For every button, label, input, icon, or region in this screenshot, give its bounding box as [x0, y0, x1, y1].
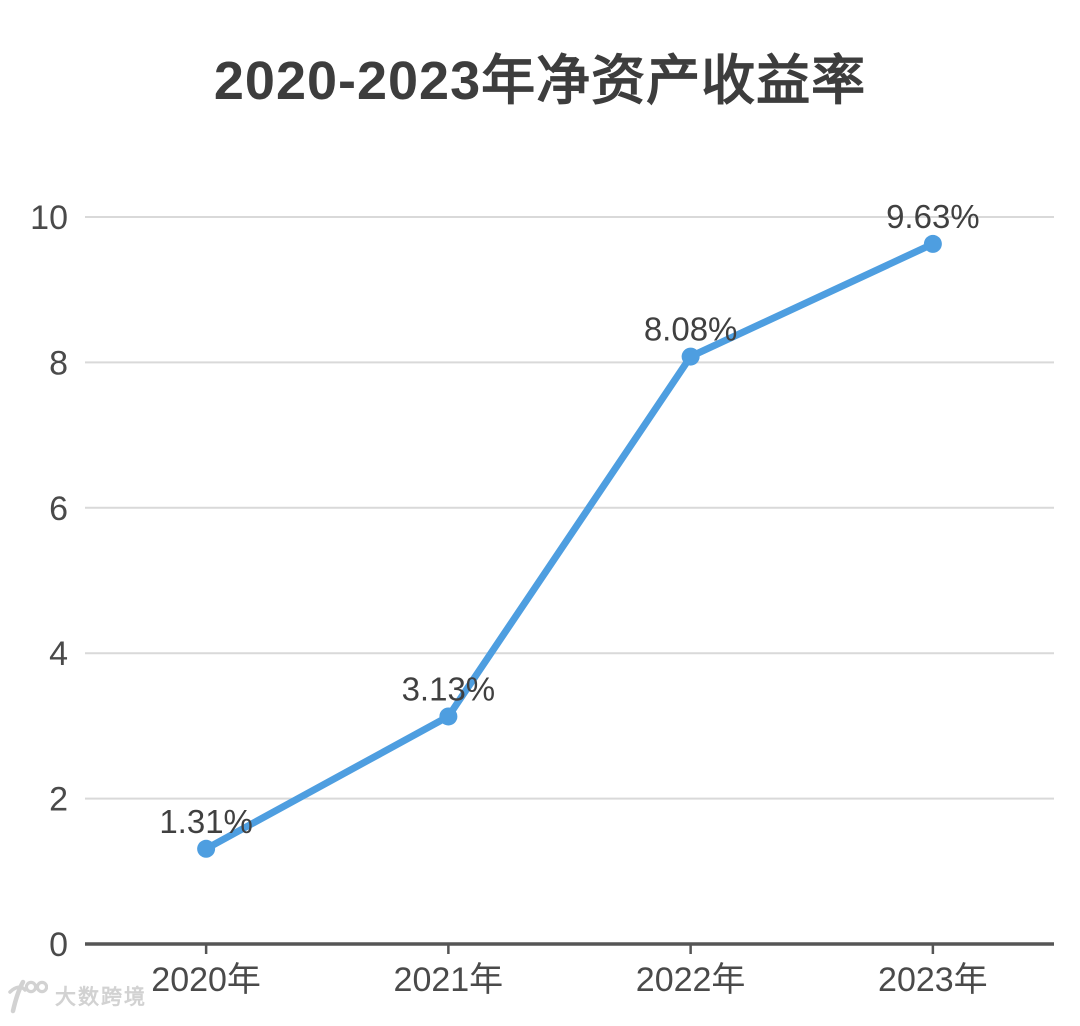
x-tick-label: 2020年 [151, 961, 261, 999]
y-tick-label: 0 [49, 926, 68, 964]
data-point-label: 9.63% [886, 198, 980, 235]
data-point-marker [923, 234, 942, 253]
y-tick-label: 6 [49, 490, 68, 528]
data-point-label: 8.08% [644, 311, 738, 348]
data-point-marker [681, 347, 700, 366]
chart-title: 2020-2023年净资产收益率 [213, 51, 867, 111]
data-point-marker [439, 707, 458, 726]
series-line [202, 240, 937, 853]
x-tick-label: 2022年 [636, 961, 746, 999]
data-point-marker [197, 839, 216, 858]
y-tick-label: 4 [49, 635, 68, 673]
data-point-label: 3.13% [402, 670, 496, 707]
y-tick-label: 8 [49, 344, 68, 382]
x-tick-label: 2021年 [394, 961, 504, 999]
x-tick-label: 2023年 [878, 961, 988, 999]
watermark-100-logo-icon [8, 979, 48, 1014]
y-tick-label: 2 [49, 781, 68, 819]
data-point-label: 1.31% [159, 803, 253, 840]
watermark-text: 大数跨境 [55, 986, 147, 1009]
watermark: 大数跨境 [6, 978, 147, 1014]
y-tick-label: 10 [30, 199, 68, 237]
